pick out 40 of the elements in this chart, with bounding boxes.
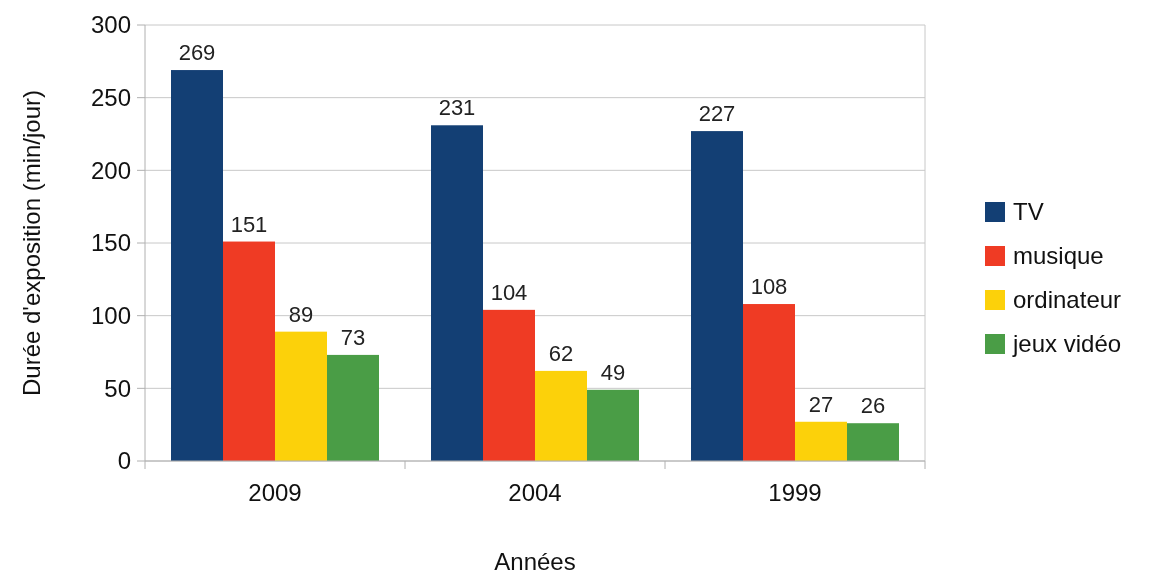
data-label: 151 [230, 211, 268, 237]
bar [483, 309, 535, 461]
legend-label: musique [1013, 242, 1104, 270]
y-tick-label: 250 [90, 84, 131, 112]
legend-label: ordinateur [1013, 286, 1122, 314]
data-label: 27 [808, 391, 834, 417]
bar [587, 389, 639, 461]
bar [535, 370, 587, 461]
bar [223, 241, 275, 461]
x-tick-label: 2009 [248, 479, 302, 506]
legend-label: jeux vidéo [1012, 330, 1122, 358]
data-label: 231 [438, 95, 476, 121]
y-tick-label: 100 [90, 302, 131, 330]
data-label: 89 [288, 301, 314, 327]
y-tick-label: 50 [104, 374, 131, 402]
data-label: 227 [698, 101, 736, 127]
bar [743, 304, 795, 461]
data-label: 62 [548, 340, 574, 366]
bar [847, 423, 899, 461]
data-label: 49 [600, 359, 626, 385]
bar [327, 354, 379, 461]
data-label: 269 [178, 40, 216, 66]
data-label: 104 [490, 279, 528, 305]
x-axis-title: Années [494, 548, 576, 575]
y-tick-label: 300 [90, 11, 131, 39]
data-label: 108 [750, 274, 788, 300]
bar [275, 331, 327, 461]
bar [795, 421, 847, 461]
y-tick-label: 150 [90, 229, 131, 257]
x-tick-label: 1999 [768, 479, 822, 506]
bar [691, 131, 743, 461]
y-tick-label: 200 [90, 156, 131, 184]
legend-label: TV [1013, 198, 1044, 226]
x-tick-label: 2004 [508, 479, 562, 506]
y-axis-title: Durée d'exposition (min/jour) [18, 89, 45, 397]
bar [431, 125, 483, 461]
bar [171, 70, 223, 461]
data-label: 26 [860, 393, 886, 419]
data-label: 73 [340, 324, 366, 350]
y-tick-label: 0 [117, 447, 131, 475]
